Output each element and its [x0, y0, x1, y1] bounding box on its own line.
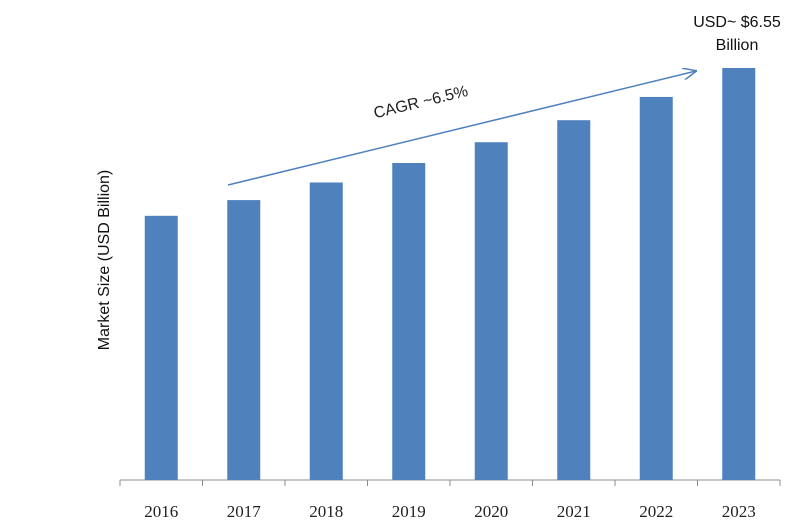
x-tick-label-2018: 2018 [309, 502, 343, 521]
x-tick-label-2016: 2016 [144, 502, 178, 521]
x-tick-label-2017: 2017 [227, 502, 262, 521]
bar-2018 [309, 182, 343, 481]
bar-2016 [144, 215, 178, 481]
last-value-annotation-line1: USD~ $6.55 [693, 14, 781, 31]
cagr-arrow [227, 71, 696, 186]
cagr-label: CAGR ~6.5% [372, 83, 470, 122]
x-tick-label-2019: 2019 [392, 502, 426, 521]
x-tick-labels: 2016 2017 2018 2019 2020 2021 2022 2023 [144, 502, 756, 521]
y-axis-label: Market Size (USD Billion) [96, 170, 113, 350]
x-axis-ticks [119, 480, 781, 486]
x-tick-label-2020: 2020 [474, 502, 508, 521]
bar-2020 [474, 142, 508, 480]
x-tick-label-2022: 2022 [639, 502, 673, 521]
bar-2022 [639, 96, 673, 480]
bar-2017 [227, 200, 261, 480]
bar-2023 [722, 68, 756, 480]
bar-2021 [557, 120, 591, 480]
x-tick-label-2023: 2023 [722, 502, 756, 521]
x-tick-label-2021: 2021 [557, 502, 591, 521]
bar-2019 [392, 162, 426, 480]
bars [144, 68, 756, 481]
last-value-annotation-line2: Billion [716, 37, 759, 54]
